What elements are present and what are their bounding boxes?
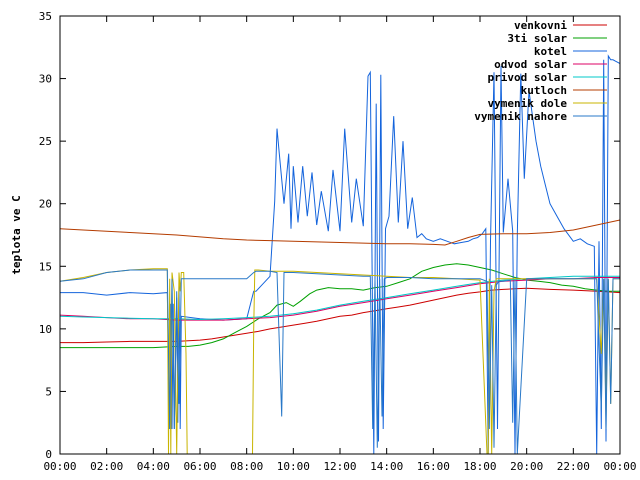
y-tick-label: 25 [39, 135, 52, 148]
series-line-7 [59, 269, 620, 455]
legend-label-5: kutloch [521, 84, 567, 97]
y-tick-label: 35 [39, 10, 52, 23]
x-tick-label: 04:00 [137, 460, 170, 473]
legend-label-6: vymenik dole [488, 97, 568, 110]
legend-label-0: venkovni [514, 19, 567, 32]
x-tick-label: 00:00 [603, 460, 636, 473]
y-tick-label: 20 [39, 198, 52, 211]
x-tick-label: 14:00 [370, 460, 403, 473]
x-tick-label: 18:00 [463, 460, 496, 473]
y-axis-label: teplota ve C [10, 195, 23, 274]
legend-label-2: kotel [534, 45, 567, 58]
y-tick-label: 5 [45, 385, 52, 398]
legend-label-3: odvod solar [494, 58, 567, 71]
x-tick-label: 06:00 [183, 460, 216, 473]
legend-label-1: 3ti solar [507, 32, 567, 45]
legend-label-7: vymenik nahore [474, 110, 567, 123]
y-tick-label: 0 [45, 448, 52, 461]
x-tick-label: 02:00 [90, 460, 123, 473]
x-tick-label: 20:00 [510, 460, 543, 473]
y-tick-label: 10 [39, 323, 52, 336]
series-layer [59, 54, 621, 455]
x-tick-label: 10:00 [277, 460, 310, 473]
series-line-5 [59, 219, 621, 246]
x-tick-label: 08:00 [230, 460, 263, 473]
x-tick-label: 00:00 [43, 460, 76, 473]
series-line-0 [60, 287, 621, 344]
x-tick-label: 22:00 [557, 460, 590, 473]
series-line-1 [60, 263, 620, 349]
ticks-layer: 00:00 02:00 04:00 06:00 08:00 10:00 12:00 14:00… [39, 10, 637, 473]
y-tick-label: 30 [39, 73, 52, 86]
y-tick-label: 15 [39, 260, 52, 273]
x-tick-label: 12:00 [323, 460, 356, 473]
legend-label-4: privod solar [488, 71, 568, 84]
x-tick-label: 16:00 [417, 460, 450, 473]
